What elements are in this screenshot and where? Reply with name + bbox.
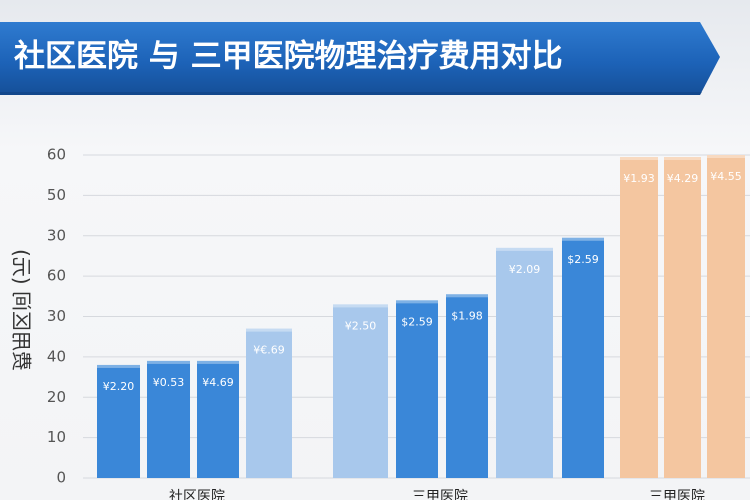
bar-label: ¥2.50 — [345, 319, 377, 332]
bar-label: ¥1.93 — [623, 172, 655, 185]
bar-highlight — [446, 294, 488, 298]
bar-highlight — [333, 304, 388, 308]
bar-label: ¥€.69 — [253, 344, 285, 357]
bar — [562, 237, 604, 478]
bar-label: ¥2.20 — [103, 380, 135, 393]
bar — [396, 300, 438, 478]
bar-label: ¥2.09 — [509, 263, 541, 276]
bar-label: ¥4.29 — [667, 172, 699, 185]
bar-highlight — [664, 157, 701, 161]
y-tick-label: 60 — [47, 146, 66, 164]
bar-label: $2.59 — [401, 315, 433, 328]
bar-label: $1.98 — [451, 309, 483, 322]
bar-label: ¥0.53 — [153, 376, 185, 389]
y-tick-label: 40 — [47, 347, 66, 365]
bar-label: ¥4.55 — [710, 170, 742, 183]
bar — [496, 247, 553, 478]
y-tick-label: 60 — [47, 267, 66, 285]
chart-title: 社区医院 与 三甲医院物理治疗费用对比 — [14, 39, 563, 75]
bar — [446, 294, 488, 478]
bar — [620, 157, 658, 479]
group-label: 三甲医院 — [649, 489, 705, 500]
y-tick-label: 50 — [47, 186, 66, 204]
bar-highlight — [97, 364, 140, 368]
group-label: 社区医院 — [169, 489, 225, 500]
bar — [707, 155, 745, 478]
y-axis-label: 费用区间 (元) — [10, 249, 34, 371]
bar — [664, 157, 701, 479]
bar-highlight — [562, 237, 604, 241]
bar-label: $2.59 — [567, 253, 599, 266]
bar-highlight — [147, 360, 190, 364]
bar-highlight — [197, 360, 239, 364]
y-tick-label: 0 — [56, 469, 66, 487]
y-tick-label: 30 — [47, 226, 66, 244]
bar-highlight — [707, 155, 745, 158]
bar-highlight — [496, 247, 553, 251]
bar — [147, 360, 190, 478]
group-label: 三甲医院 — [412, 489, 468, 500]
bar — [97, 364, 140, 478]
bar-label: ¥4.69 — [202, 376, 234, 389]
title-banner — [0, 22, 720, 95]
bar — [246, 328, 292, 478]
bar-highlight — [246, 328, 292, 332]
bar — [333, 304, 388, 478]
bar — [197, 360, 239, 478]
banner-shadow — [0, 92, 702, 95]
y-tick-label: 20 — [47, 388, 66, 406]
y-tick-label: 10 — [47, 428, 66, 446]
bar-highlight — [396, 300, 438, 304]
y-tick-label: 30 — [47, 307, 66, 325]
bar-highlight — [620, 157, 658, 161]
